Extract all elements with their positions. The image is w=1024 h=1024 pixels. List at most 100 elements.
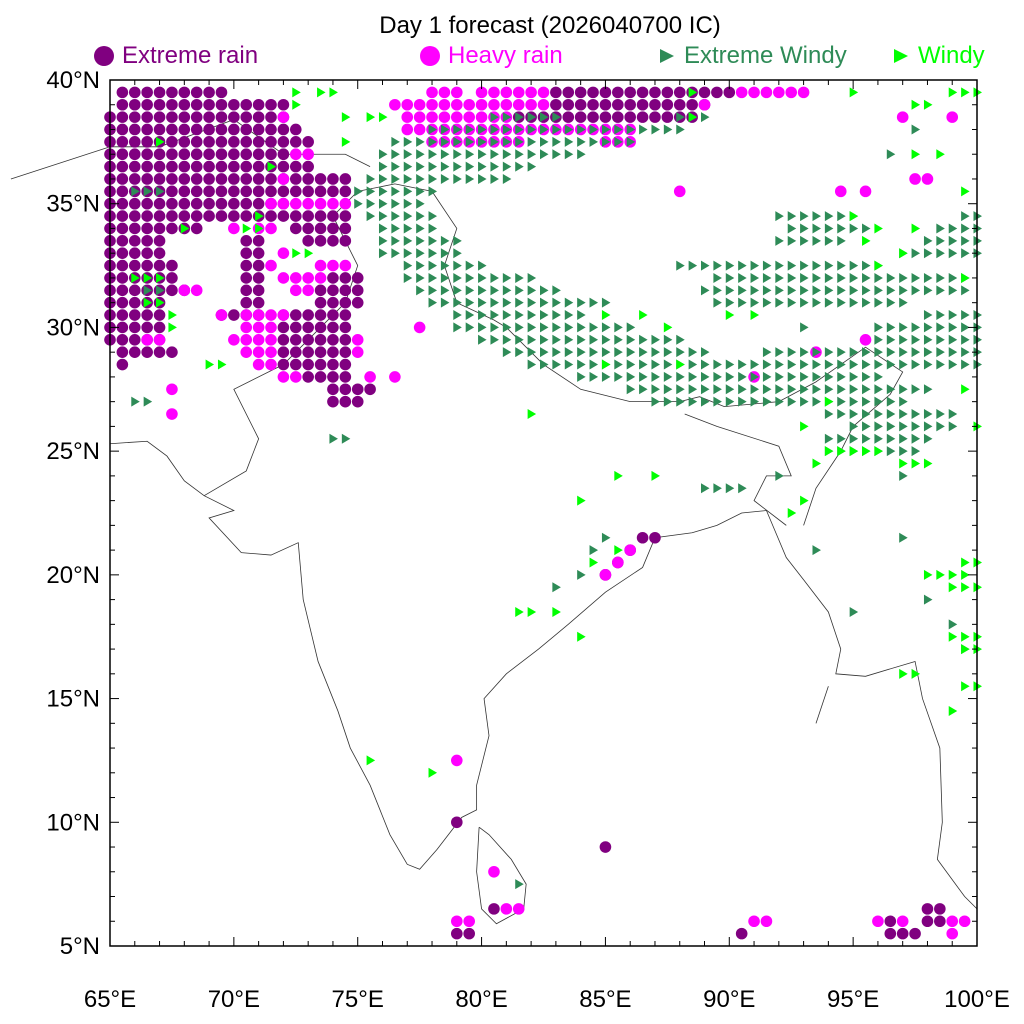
extreme-rain-marker (314, 210, 327, 222)
extreme-rain-marker (228, 111, 240, 123)
windy-marker (824, 396, 834, 407)
extreme-rain-marker (203, 123, 215, 136)
extreme-rain-marker (277, 210, 290, 222)
extreme-windy-marker (837, 359, 846, 370)
extreme-windy-marker (428, 124, 438, 135)
extreme-windy-marker (961, 359, 970, 370)
heavy-rain-marker (265, 222, 277, 235)
extreme-rain-marker (636, 98, 649, 111)
extreme-rain-marker (166, 197, 178, 210)
windy-marker (205, 359, 215, 370)
extreme-windy-marker (527, 285, 537, 296)
extreme-rain-marker (289, 136, 302, 148)
extreme-rain-marker (190, 136, 203, 148)
extreme-windy-marker (601, 297, 611, 308)
extreme-rain-marker (327, 222, 339, 235)
extreme-windy-marker (775, 297, 784, 308)
extreme-windy-marker (948, 334, 958, 345)
extreme-rain-marker (128, 309, 141, 321)
extreme-windy-marker (886, 446, 896, 457)
extreme-windy-marker (787, 272, 797, 283)
y-tick-label: 40°N (46, 67, 100, 94)
windy-marker (168, 310, 177, 321)
extreme-rain-marker (463, 927, 475, 940)
extreme-windy-marker (552, 322, 561, 333)
heavy-rain-marker (277, 371, 290, 383)
extreme-windy-marker (131, 396, 140, 407)
extreme-rain-marker (302, 321, 314, 334)
extreme-windy-marker (465, 161, 475, 172)
extreme-windy-marker (651, 334, 660, 345)
extreme-windy-marker (701, 112, 710, 123)
extreme-rain-marker (252, 272, 265, 284)
heavy-rain-marker (153, 334, 166, 346)
heavy-rain-marker (475, 111, 488, 123)
extreme-windy-marker (911, 421, 921, 432)
extreme-windy-marker (701, 483, 710, 494)
windy-marker (156, 297, 165, 308)
extreme-rain-marker (128, 136, 141, 148)
extreme-rain-marker (302, 371, 314, 383)
extreme-windy-marker (800, 285, 809, 296)
extreme-rain-marker (141, 309, 153, 321)
extreme-rain-marker (327, 284, 339, 297)
extreme-windy-marker (478, 310, 487, 321)
extreme-windy-marker (478, 124, 487, 135)
extreme-windy-marker (750, 396, 760, 407)
extreme-windy-marker (577, 347, 586, 358)
extreme-windy-marker (416, 161, 425, 172)
extreme-windy-marker (775, 272, 784, 283)
extreme-rain-marker (240, 123, 253, 136)
extreme-windy-marker (812, 235, 821, 246)
extreme-windy-marker (886, 396, 896, 407)
extreme-windy-marker (948, 347, 958, 358)
extreme-windy-marker (676, 124, 685, 135)
extreme-windy-marker (738, 371, 747, 382)
extreme-windy-marker (837, 409, 846, 420)
extreme-rain-marker (277, 148, 290, 161)
extreme-windy-marker (762, 285, 772, 296)
extreme-windy-marker (626, 359, 636, 370)
windy-marker (923, 569, 933, 580)
extreme-windy-marker (403, 235, 413, 246)
extreme-rain-marker (327, 346, 339, 358)
extreme-windy-marker (738, 285, 747, 296)
extreme-windy-marker (688, 396, 698, 407)
extreme-rain-marker (661, 111, 674, 123)
extreme-windy-marker (787, 396, 797, 407)
extreme-windy-marker (849, 297, 859, 308)
extreme-windy-marker (849, 347, 859, 358)
extreme-windy-marker (812, 347, 821, 358)
heavy-rain-marker (166, 383, 178, 396)
extreme-windy-marker (849, 223, 859, 234)
extreme-windy-marker (564, 149, 574, 160)
extreme-rain-marker (562, 98, 575, 111)
extreme-windy-marker (453, 161, 462, 172)
extreme-windy-marker (589, 124, 599, 135)
extreme-rain-marker (351, 296, 364, 309)
windy-marker (242, 223, 252, 234)
extreme-windy-marker (948, 619, 958, 630)
heavy-rain-marker (389, 98, 401, 111)
extreme-windy-marker (651, 396, 660, 407)
extreme-rain-marker (128, 111, 141, 123)
extreme-windy-marker (824, 260, 834, 271)
windy-marker (428, 767, 438, 778)
windy-marker (292, 248, 301, 259)
heavy-rain-marker (265, 321, 277, 334)
extreme-windy-marker (812, 297, 821, 308)
heavy-rain-marker (413, 111, 426, 123)
extreme-rain-marker (884, 927, 897, 940)
extreme-rain-marker (562, 111, 575, 123)
extreme-windy-marker (911, 359, 921, 370)
extreme-windy-marker (577, 322, 586, 333)
legend-windy: Windy (888, 42, 985, 70)
windy-marker (948, 705, 958, 716)
windy-marker (217, 359, 227, 370)
extreme-windy-marker (490, 272, 499, 283)
extreme-windy-marker (824, 211, 834, 222)
heavy-rain-marker (351, 334, 364, 346)
extreme-windy-marker (948, 285, 958, 296)
extreme-rain-marker (166, 123, 178, 136)
extreme-rain-marker (141, 86, 153, 99)
